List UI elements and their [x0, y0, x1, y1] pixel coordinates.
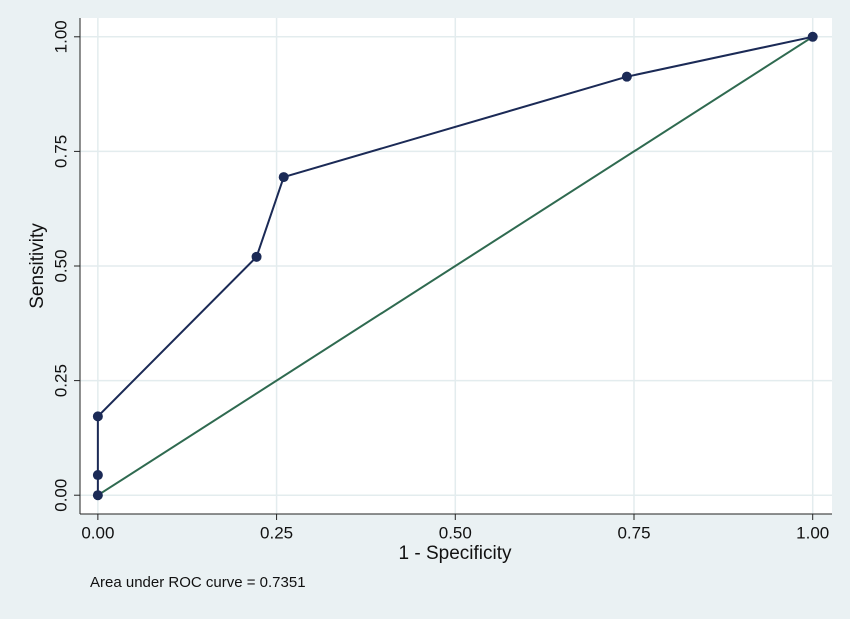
- x-tick-label: 0.50: [439, 523, 472, 542]
- note: Area under ROC curve = 0.7351: [90, 574, 306, 591]
- y-tick-label: 0.00: [51, 479, 70, 512]
- x-axis-label: 1 - Specificity: [399, 543, 512, 564]
- y-tick-label: 0.75: [51, 135, 70, 168]
- marker: [807, 31, 818, 42]
- x-tick-label: 0.00: [81, 523, 114, 542]
- x-tick-label: 0.25: [260, 523, 293, 542]
- y-tick-label: 1.00: [51, 20, 70, 53]
- y-tick-label: 0.50: [51, 249, 70, 282]
- x-tick-label: 0.75: [617, 523, 650, 542]
- marker: [251, 251, 262, 262]
- y-axis-label: Sensitivity: [27, 223, 48, 309]
- x-tick-label: 1.00: [796, 523, 829, 542]
- marker: [92, 470, 103, 481]
- marker: [92, 411, 103, 422]
- marker: [278, 172, 289, 183]
- y-tick-label: 0.25: [51, 364, 70, 397]
- marker: [621, 71, 632, 82]
- line: [97, 35, 814, 497]
- marker: [92, 490, 103, 501]
